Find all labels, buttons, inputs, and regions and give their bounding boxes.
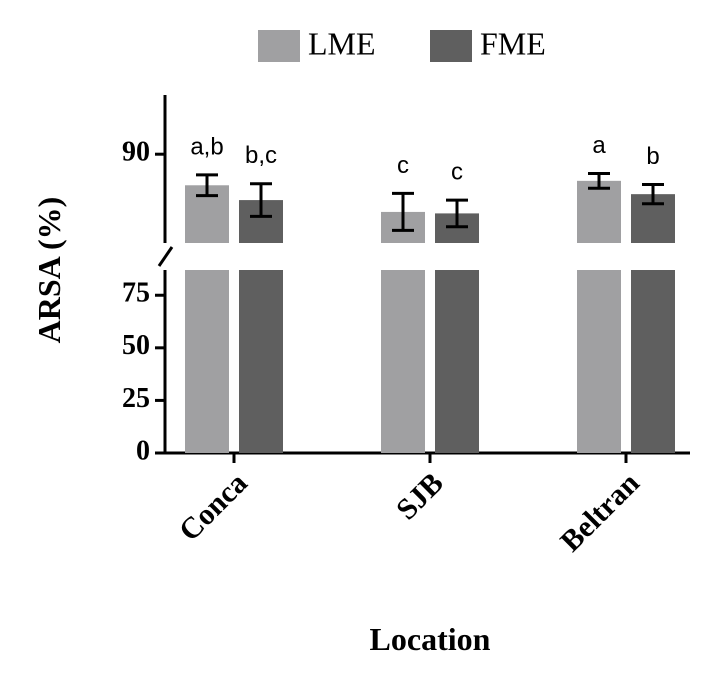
- significance-letter: b: [646, 143, 659, 170]
- y-tick-label: 0: [136, 435, 150, 466]
- bar-lower: [185, 270, 229, 453]
- error-bar: [196, 173, 218, 198]
- x-tick-label: Beltran: [554, 466, 646, 558]
- legend-label: FME: [480, 25, 546, 61]
- legend-swatch: [258, 30, 300, 62]
- error-bar: [392, 191, 414, 232]
- legend-label: LME: [308, 25, 376, 61]
- bar-lower: [239, 270, 283, 453]
- y-axis-title: ARSA (%): [31, 197, 67, 344]
- x-axis-title: Location: [370, 621, 491, 657]
- bar-lower: [381, 270, 425, 453]
- error-bar: [642, 183, 664, 206]
- y-tick-label: 90: [122, 137, 150, 168]
- legend-swatch: [430, 30, 472, 62]
- significance-letter: b,c: [245, 142, 277, 169]
- x-tick-label: Conca: [173, 466, 254, 547]
- bar-lower: [631, 270, 675, 453]
- error-bar: [250, 182, 272, 218]
- bar-lower: [577, 270, 621, 453]
- significance-letter: a,b: [190, 133, 223, 160]
- x-tick-label: SJB: [390, 466, 450, 526]
- bar-lower: [435, 270, 479, 453]
- y-tick-label: 50: [122, 330, 150, 361]
- significance-letter: a: [592, 132, 606, 159]
- significance-letter: c: [451, 158, 463, 185]
- y-tick-label: 25: [122, 383, 150, 414]
- error-bar: [588, 171, 610, 190]
- error-bar: [446, 198, 468, 229]
- significance-letter: c: [397, 152, 409, 179]
- bar: [577, 180, 621, 243]
- y-tick-label: 75: [122, 278, 150, 309]
- axis-break: [157, 246, 174, 267]
